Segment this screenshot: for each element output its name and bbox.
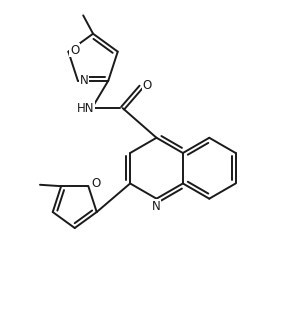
Text: N: N <box>152 200 161 213</box>
Text: O: O <box>143 79 152 92</box>
Text: O: O <box>70 44 79 57</box>
Text: N: N <box>80 74 88 87</box>
Text: O: O <box>92 177 101 191</box>
Text: HN: HN <box>77 102 95 115</box>
